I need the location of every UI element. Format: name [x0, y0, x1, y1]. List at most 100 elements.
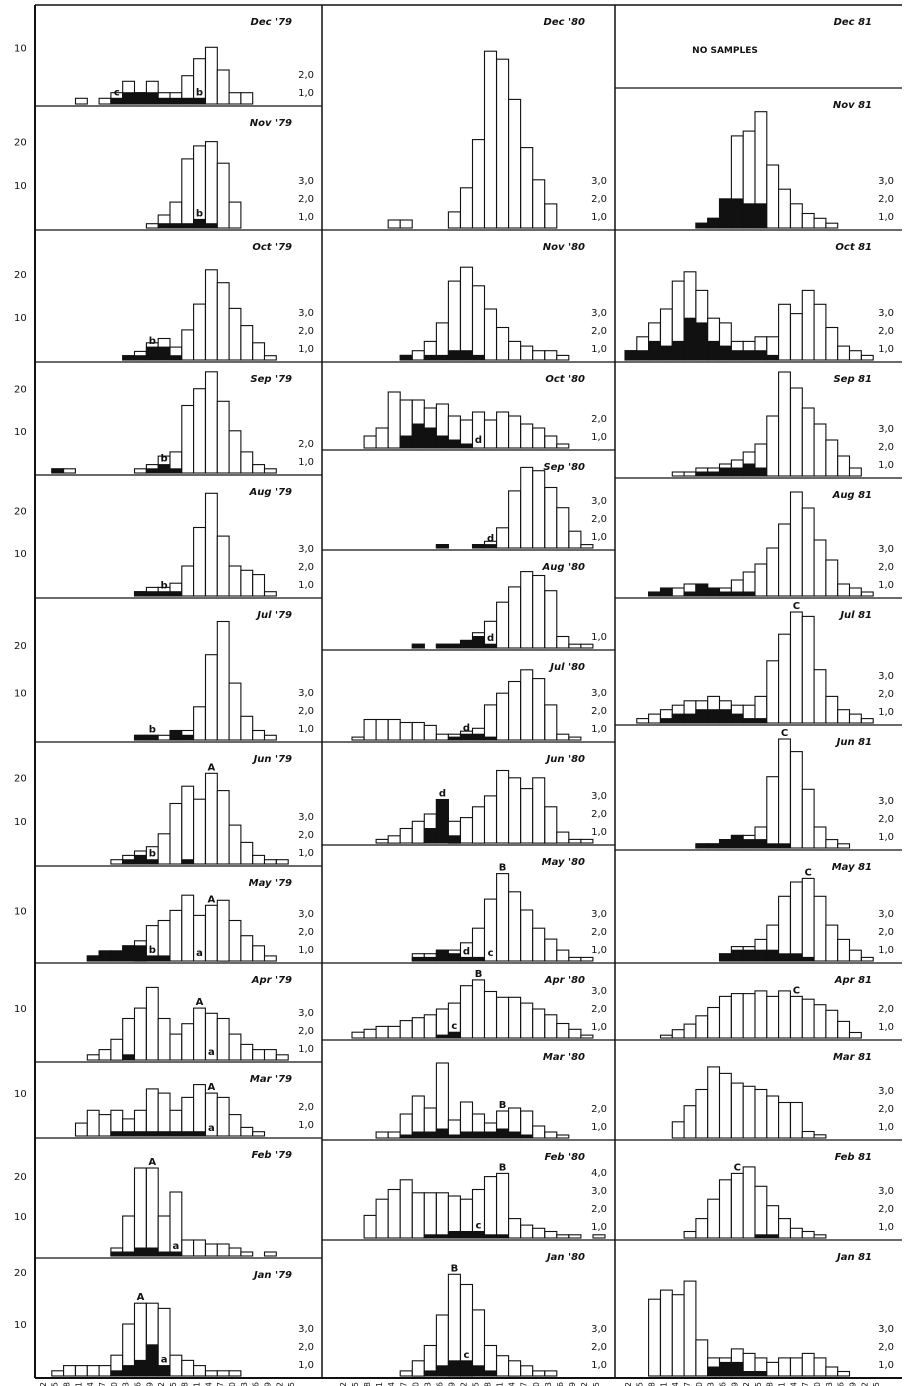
panel-month-label: Jun '80 — [545, 754, 585, 765]
histogram-bar — [568, 956, 582, 962]
histogram-bar — [496, 411, 510, 449]
histogram-bar-shaded — [766, 949, 780, 962]
histogram-bar — [837, 938, 851, 962]
histogram-bar — [228, 430, 242, 474]
histogram-bar — [544, 704, 558, 741]
histogram-bar — [411, 1017, 425, 1039]
histogram-bar — [520, 423, 534, 449]
cohort-mark-label: c — [464, 1350, 470, 1361]
panel-month-label: Nov 81 — [833, 100, 872, 111]
histogram-bar — [718, 1179, 732, 1239]
histogram-bar — [789, 387, 803, 477]
panel-month-label: Apr '79 — [251, 975, 292, 986]
histogram-bar-shaded — [110, 1370, 124, 1377]
x-tick-label: 36 — [435, 1382, 444, 1386]
x-tick-label: 27 — [98, 1382, 107, 1386]
histogram-bar-shaded — [730, 198, 744, 229]
side-tick-label: 4,0 — [591, 1168, 607, 1179]
histogram-bar — [423, 1192, 437, 1239]
histogram-bar — [789, 491, 803, 597]
side-tick-label: 3,0 — [298, 176, 314, 187]
histogram-bar — [263, 859, 277, 865]
histogram-bar — [568, 736, 582, 741]
histogram-bar — [813, 1134, 827, 1139]
histogram-bar — [766, 776, 780, 849]
y-tick-label: 10 — [14, 1089, 27, 1100]
histogram-bar — [778, 1218, 791, 1239]
histogram-bar-shaded — [447, 439, 461, 449]
side-tick-label: 3,0 — [878, 1324, 894, 1335]
histogram-bar — [145, 1088, 159, 1137]
panel-month-label: Sep 81 — [833, 374, 872, 385]
histogram-bar-shaded — [695, 583, 709, 597]
side-tick-label: 2,0 — [298, 927, 314, 938]
histogram-bar — [157, 1215, 171, 1257]
histogram-bar — [169, 1033, 183, 1061]
side-tick-label: 1,0 — [878, 832, 894, 843]
histogram-bar — [742, 1085, 756, 1139]
histogram-bar — [193, 303, 206, 361]
histogram-bar — [228, 307, 242, 361]
histogram-bar — [122, 1017, 136, 1061]
histogram-bar — [204, 904, 218, 962]
histogram-bar-shaded — [169, 1131, 183, 1137]
histogram-bar — [825, 839, 839, 849]
histogram-bar — [801, 1352, 815, 1377]
histogram-bar — [387, 219, 401, 229]
histogram-bar-shaded — [460, 956, 473, 962]
histogram-bar-shaded — [707, 340, 721, 361]
histogram-bar — [508, 1218, 522, 1239]
histogram-bar-shaded — [766, 1234, 780, 1239]
histogram-bar-shaded — [695, 222, 709, 229]
x-tick-label: 12 — [39, 1382, 48, 1386]
histogram-bar-shaded — [683, 317, 697, 361]
histogram-bar — [766, 164, 780, 229]
histogram-bar — [252, 854, 266, 865]
histogram-bar — [568, 1028, 582, 1039]
side-tick-label: 3,0 — [591, 308, 607, 319]
histogram-bar — [387, 391, 401, 449]
histogram-bar — [240, 92, 254, 105]
x-tick-label: 66 — [252, 1382, 261, 1386]
y-tick-label: 10 — [14, 427, 27, 438]
histogram-bar-shaded — [707, 843, 721, 849]
panel-labels: c b Dec '79 10 2,0 1,0 b Nov '79 10 20 3,0 2,0 1,0 b O… — [14, 17, 894, 1371]
histogram-bar-shaded — [169, 223, 183, 229]
side-tick-label: 3,0 — [298, 308, 314, 319]
histogram-bar — [532, 777, 546, 844]
histogram-bar — [860, 591, 874, 597]
side-tick-label: 2,0 — [298, 439, 314, 450]
panel-month-label: Oct '79 — [252, 242, 292, 253]
histogram-bar — [532, 1008, 546, 1039]
histogram-bar-shaded — [695, 471, 709, 477]
x-tick-label: 27 — [399, 1382, 408, 1386]
histogram-bar — [181, 894, 195, 962]
panel-month-label: May '80 — [542, 857, 585, 868]
cohort-mark-label: b — [149, 336, 156, 347]
cohort-mark-label: A — [196, 997, 204, 1008]
histogram-bar-shaded — [472, 733, 485, 741]
histogram-bar — [133, 1007, 147, 1061]
histogram-bar — [240, 935, 254, 962]
histogram-bar-shaded — [447, 736, 461, 741]
side-tick-label: 1,0 — [878, 1122, 894, 1133]
histogram-bar — [193, 1007, 206, 1061]
histogram-bar — [157, 919, 171, 962]
histogram-bar — [532, 1370, 546, 1377]
histogram-bar — [718, 995, 732, 1039]
side-tick-label: 2,0 — [298, 1102, 314, 1113]
histogram-bar — [216, 69, 230, 105]
histogram-bar — [496, 601, 510, 649]
panel-month-label: Jul 81 — [838, 610, 872, 621]
cohort-mark-label: C — [793, 601, 800, 612]
histogram-bar-shaded — [766, 843, 780, 849]
side-tick-label: 1,0 — [298, 457, 314, 468]
side-tick-label: 1,0 — [298, 212, 314, 223]
histogram-bar — [471, 979, 486, 1039]
histogram-bar-shaded — [86, 955, 100, 962]
cohort-mark-label: B — [451, 1263, 459, 1274]
histogram-bar — [204, 654, 218, 741]
histogram-bar — [411, 1192, 425, 1239]
cohort-mark-label: B — [499, 863, 507, 874]
side-tick-label: 2,0 — [878, 194, 894, 205]
